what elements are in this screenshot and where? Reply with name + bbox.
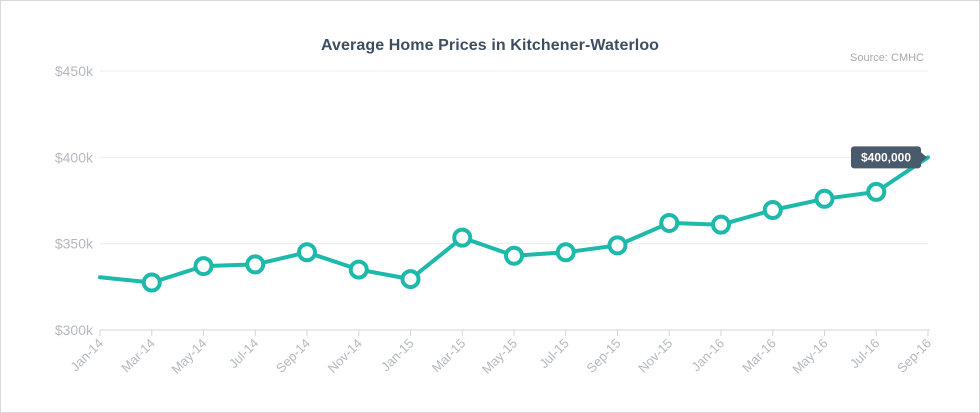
x-tick-label: Mar-14	[118, 336, 158, 376]
tooltip-box	[851, 146, 921, 169]
data-point	[348, 259, 369, 280]
data-point	[245, 254, 266, 275]
data-point	[504, 245, 524, 266]
x-tick-label: May-15	[479, 336, 520, 377]
x-tick-label: Jul-16	[847, 336, 883, 372]
x-tick-label: May-16	[789, 336, 830, 377]
y-axis: $300k $350k $400k $450k	[55, 63, 94, 338]
data-point	[762, 199, 783, 220]
grid-lines	[100, 70, 928, 245]
chart-title: Average Home Prices in Kitchener-Waterlo…	[320, 37, 660, 54]
data-point	[711, 214, 731, 235]
x-tick-label: Jan-16	[688, 336, 727, 375]
data-point	[452, 227, 473, 248]
tooltip: $400,000	[851, 146, 927, 169]
data-point	[814, 188, 835, 209]
x-tick-label: Sep-15	[583, 336, 623, 376]
chart-source: Source: CMHC	[850, 52, 924, 64]
tooltip-label: $400,000	[861, 150, 911, 164]
x-tick-label: Mar-15	[429, 336, 469, 376]
x-axis: Jan-14 Mar-14 May-14 Jul-14 Sep-14 Nov-14 Jan-…	[67, 329, 934, 377]
tooltip-arrow	[921, 152, 927, 163]
data-point	[555, 242, 576, 263]
x-tick-label: May-14	[168, 336, 209, 377]
y-tick-label: $300k	[55, 322, 94, 338]
data-point	[400, 269, 421, 290]
x-tick-label: Mar-16	[739, 336, 779, 376]
data-point	[866, 181, 887, 202]
data-points	[141, 181, 887, 293]
data-point	[193, 256, 214, 277]
data-point	[297, 242, 317, 263]
data-point	[659, 212, 680, 233]
x-tick-label: Nov-15	[635, 336, 675, 376]
x-tick-label: Sep-14	[273, 336, 313, 376]
x-tick-label: Sep-16	[894, 336, 934, 376]
x-tick-label: Jul-15	[536, 336, 572, 372]
x-tick-label: Jan-14	[67, 336, 106, 375]
data-point	[141, 272, 162, 293]
data-point	[607, 235, 628, 256]
x-tick-label: Jan-15	[378, 336, 417, 375]
x-tick-label: Jul-14	[226, 336, 262, 372]
y-tick-label: $350k	[55, 236, 94, 252]
x-tick-label: Nov-14	[325, 336, 365, 376]
y-tick-label: $400k	[55, 149, 94, 165]
y-tick-label: $450k	[55, 63, 94, 79]
